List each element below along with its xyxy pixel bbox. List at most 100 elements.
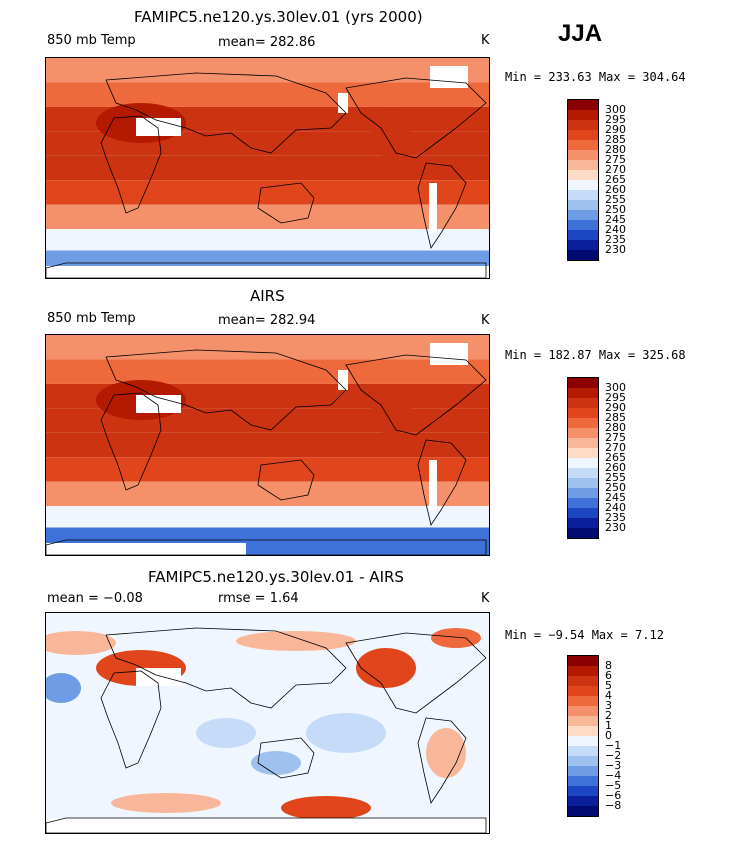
- colorbar-tick-label: 4: [605, 689, 612, 702]
- colorbar-tick-label: 295: [605, 391, 626, 404]
- panel-minmax-label: Min = 233.63 Max = 304.64: [505, 70, 686, 84]
- field-anomaly: [356, 648, 416, 688]
- colorbar-swatch: [568, 140, 598, 150]
- coastline: [345, 77, 487, 159]
- colorbar-swatch: [568, 796, 598, 806]
- colorbar-swatch: [568, 120, 598, 130]
- coastline: [105, 349, 347, 431]
- colorbar-tick-label: 295: [605, 113, 626, 126]
- coastline: [257, 737, 315, 779]
- colorbar-tick-label: 6: [605, 669, 612, 682]
- colorbar-swatch: [568, 726, 598, 736]
- field-anomaly: [431, 628, 481, 648]
- colorbar-swatch: [568, 110, 598, 120]
- colorbar-tick-label: 3: [605, 699, 612, 712]
- colorbar-swatch: [568, 508, 598, 518]
- panel-title-model: FAMIPC5.ne120.ys.30lev.01 (yrs 2000): [134, 8, 423, 26]
- colorbar-swatch: [568, 170, 598, 180]
- colorbar-tick-label: 250: [605, 203, 626, 216]
- colorbar-tick-label: −3: [605, 759, 622, 772]
- panel-title-diff: FAMIPC5.ne120.ys.30lev.01 - AIRS: [148, 568, 404, 586]
- field-anomaly: [251, 751, 301, 775]
- field-band: [46, 432, 489, 458]
- mask-tibet: [136, 118, 181, 136]
- colorbar-tick-label: 275: [605, 431, 626, 444]
- coastline: [46, 539, 487, 555]
- colorbar-swatch: [568, 408, 598, 418]
- colorbar-tick-label: 240: [605, 223, 626, 236]
- mask-rockies: [338, 93, 348, 113]
- field-band: [46, 481, 489, 507]
- field-band: [46, 506, 489, 528]
- field-anomaly: [281, 796, 371, 820]
- map-diff-field: [46, 613, 489, 833]
- map-obs-field: [46, 335, 489, 555]
- map-model-field: [46, 58, 489, 278]
- colorbar-tick-label: −5: [605, 779, 622, 792]
- colorbar-swatch: [568, 478, 598, 488]
- mask-andes: [429, 460, 437, 510]
- colorbar-swatch: [568, 438, 598, 448]
- field-anomaly: [196, 718, 256, 748]
- coastline: [417, 717, 467, 804]
- mask-antarctica: [46, 818, 489, 833]
- colorbar-tick-label: 285: [605, 133, 626, 146]
- colorbar-tick-label: 290: [605, 401, 626, 414]
- colorbar-tick-label: 5: [605, 679, 612, 692]
- colorbar-tick-label: 260: [605, 183, 626, 196]
- field-hotspot: [371, 108, 411, 158]
- colorbar-swatch: [568, 518, 598, 528]
- colorbar-swatch: [568, 806, 598, 816]
- coastline: [257, 182, 315, 224]
- colorbar-tick-label: 235: [605, 233, 626, 246]
- colorbar-swatches: [567, 655, 599, 817]
- coastline: [417, 162, 467, 249]
- colorbar-tick-label: 270: [605, 163, 626, 176]
- coastline: [100, 115, 162, 214]
- field-anomaly: [46, 673, 81, 703]
- colorbar-swatch: [568, 180, 598, 190]
- colorbar-tick-label: 235: [605, 511, 626, 524]
- colorbar-swatch: [568, 706, 598, 716]
- colorbar-swatch: [568, 656, 598, 666]
- colorbar-tick-label: 265: [605, 451, 626, 464]
- colorbar-swatch: [568, 666, 598, 676]
- field-anomaly: [111, 793, 221, 813]
- field-anomaly: [426, 728, 466, 778]
- colorbar-swatch: [568, 458, 598, 468]
- colorbar-tick-label: 1: [605, 719, 612, 732]
- colorbar-tick-label: 255: [605, 193, 626, 206]
- colorbar-tick-label: 275: [605, 153, 626, 166]
- colorbar-tick-label: 265: [605, 173, 626, 186]
- colorbar-swatch: [568, 418, 598, 428]
- coastline: [46, 817, 487, 833]
- mask-tibet: [136, 395, 181, 413]
- field-anomaly: [236, 631, 356, 651]
- colorbar-swatch: [568, 200, 598, 210]
- coastline: [100, 670, 162, 769]
- colorbar-swatch: [568, 488, 598, 498]
- coastline: [257, 459, 315, 501]
- colorbar-swatch: [568, 210, 598, 220]
- colorbar-tick-label: 280: [605, 421, 626, 434]
- colorbar-swatch: [568, 130, 598, 140]
- colorbar-swatch: [568, 190, 598, 200]
- panel-unit-label: K: [481, 33, 490, 48]
- panel-rmse-label: rmse = 1.64: [218, 591, 299, 606]
- colorbar-swatch: [568, 528, 598, 538]
- colorbar-tick-label: −4: [605, 769, 622, 782]
- colorbar-swatch: [568, 746, 598, 756]
- mask-rockies: [338, 370, 348, 390]
- colorbar-tick-label: 290: [605, 123, 626, 136]
- coastline: [46, 262, 487, 278]
- colorbar-swatch: [568, 100, 598, 110]
- mask-greenland: [430, 66, 468, 88]
- colorbar-tick-label: 230: [605, 243, 626, 256]
- colorbar-tick-label: 0: [605, 729, 612, 742]
- panel-minmax-label: Min = 182.87 Max = 325.68: [505, 348, 686, 362]
- field-band: [46, 180, 489, 205]
- colorbar-swatch: [568, 220, 598, 230]
- mask-tibet: [136, 668, 181, 686]
- colorbar-tick-label: 300: [605, 103, 626, 116]
- panel-variable-label: 850 mb Temp: [47, 311, 136, 326]
